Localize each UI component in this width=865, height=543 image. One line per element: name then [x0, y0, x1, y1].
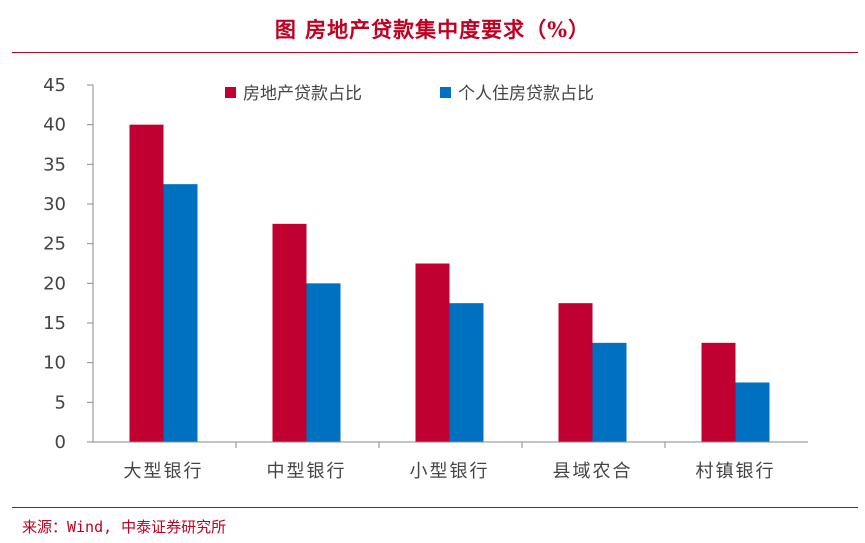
bar-series	[129, 124, 770, 443]
y-axis-ticks: 0 5 10 15 20 25 30 35 40 45	[43, 75, 93, 453]
legend: 房地产贷款占比 个人住房贷款占比	[225, 84, 594, 104]
bar-real-estate-loan-5	[701, 342, 736, 442]
bar-real-estate-loan-4	[558, 303, 593, 442]
x-tick-label: 小型银行	[410, 461, 490, 482]
x-axis-labels: 大型银行 中型银行 小型银行 县域农合 村镇银行	[124, 442, 776, 482]
x-tick-label: 村镇银行	[696, 461, 776, 482]
bar-real-estate-loan-3	[415, 263, 450, 442]
bar-housing-loan-3	[449, 303, 484, 442]
bar-housing-loan-4	[592, 342, 627, 442]
title-divider	[12, 52, 858, 53]
legend-label-series-1: 房地产贷款占比	[243, 84, 362, 104]
legend-swatch-series-2	[440, 87, 451, 98]
y-tick-label: 45	[43, 75, 66, 96]
x-tick-label: 中型银行	[267, 461, 347, 482]
legend-swatch-series-1	[225, 87, 236, 98]
bar-real-estate-loan-1	[129, 124, 164, 443]
legend-label-series-2: 个人住房贷款占比	[458, 84, 594, 104]
y-tick-label: 20	[43, 273, 66, 294]
x-tick-label: 大型银行	[124, 461, 204, 482]
y-tick-label: 15	[43, 313, 66, 334]
y-tick-label: 0	[55, 432, 66, 453]
y-tick-label: 35	[43, 154, 66, 175]
y-tick-label: 25	[43, 234, 66, 255]
bar-housing-loan-2	[306, 283, 341, 442]
chart-title: 图 房地产贷款集中度要求（%）	[274, 17, 591, 42]
y-tick-label: 10	[43, 353, 66, 374]
bar-housing-loan-1	[163, 184, 198, 442]
source-note: 来源：Wind, 中泰证券研究所	[22, 518, 227, 536]
y-tick-label: 30	[43, 194, 66, 215]
y-tick-label: 40	[43, 115, 66, 136]
footer-divider	[12, 507, 858, 508]
bar-housing-loan-5	[735, 382, 770, 442]
x-tick-label: 县域农合	[553, 461, 633, 482]
bar-real-estate-loan-2	[272, 223, 307, 442]
y-tick-label: 5	[55, 392, 66, 413]
